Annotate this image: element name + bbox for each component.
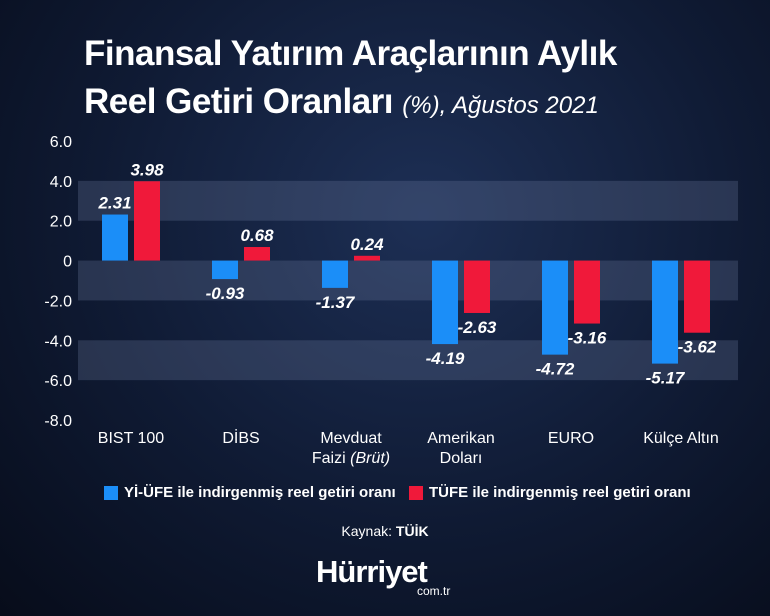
legend-swatch-yi-ufe [104,485,118,500]
bar-yi-ufe [212,260,238,280]
y-tick-label: -6.0 [44,373,72,390]
source-label: Kaynak: [341,523,393,539]
bar-yi-ufe [652,260,678,364]
category-label: EURO [548,430,594,447]
data-label: 0.68 [240,226,274,245]
data-label: -1.37 [316,293,356,312]
bar-yi-ufe [542,260,568,355]
chart-title: Finansal Yatırım Araçlarının Aylık Reel … [84,30,724,130]
legend-label-yi-ufe: Yİ-ÜFE ile indirgenmiş reel getiri oranı [124,484,396,501]
y-tick-label: -2.0 [44,293,72,310]
y-tick-label: 6.0 [50,134,72,151]
hurriyet-logo: Hürriyet com.tr [316,554,466,599]
bar-tufe [134,181,160,261]
source-note: Kaynak: TÜİK [0,523,770,539]
legend-swatch-tufe [409,485,423,500]
bar-tufe [244,247,270,261]
title-line-2: Reel Getiri Oranları (%), Ağustos 2021 [84,78,724,130]
data-label: -2.63 [458,318,497,337]
data-label: -4.72 [536,360,575,379]
category-label: Doları [440,450,483,467]
bar-tufe [684,260,710,333]
category-label: Faizi (Brüt) [312,450,390,467]
data-label: -4.19 [426,349,465,368]
title-line-1: Finansal Yatırım Araçlarının Aylık [84,34,617,73]
bar-tufe [574,260,600,324]
legend-label-tufe: TÜFE ile indirgenmiş reel getiri oranı [429,484,691,501]
bar-yi-ufe [102,214,128,261]
data-label: -3.16 [568,329,607,348]
logo-domain: com.tr [417,584,451,598]
y-tick-label: -4.0 [44,333,72,350]
y-tick-label: 4.0 [50,174,72,191]
bar-yi-ufe [322,260,348,288]
legend-item-yi-ufe: Yİ-ÜFE ile indirgenmiş reel getiri oranı [104,484,396,501]
grid-band [78,180,738,221]
bar-tufe [464,260,490,313]
source-value: TÜİK [395,523,429,539]
category-label: Amerikan [427,430,495,447]
legend-item-tufe: TÜFE ile indirgenmiş reel getiri oranı [409,484,691,501]
logo-name: Hürriyet [316,554,428,589]
bar-tufe [354,255,380,261]
data-label: 2.31 [97,194,131,213]
title-subtitle: (%), Ağustos 2021 [402,92,599,119]
y-tick-label: -8.0 [44,413,72,430]
grid-band [78,260,738,301]
y-tick-label: 2.0 [50,214,72,231]
category-label: Külçe Altın [643,430,719,447]
category-label: Mevduat [320,430,382,447]
data-label: -3.62 [678,338,717,357]
y-tick-label: 0 [63,254,72,271]
data-label: 3.98 [130,160,164,179]
data-label: -0.93 [206,284,245,303]
data-label: 0.24 [350,235,384,254]
data-label: -5.17 [646,369,686,388]
title-main: Reel Getiri Oranları [84,82,394,121]
grid-band [78,340,738,381]
category-label: BIST 100 [98,430,165,447]
category-label: DİBS [222,428,259,447]
bar-yi-ufe [432,260,458,345]
